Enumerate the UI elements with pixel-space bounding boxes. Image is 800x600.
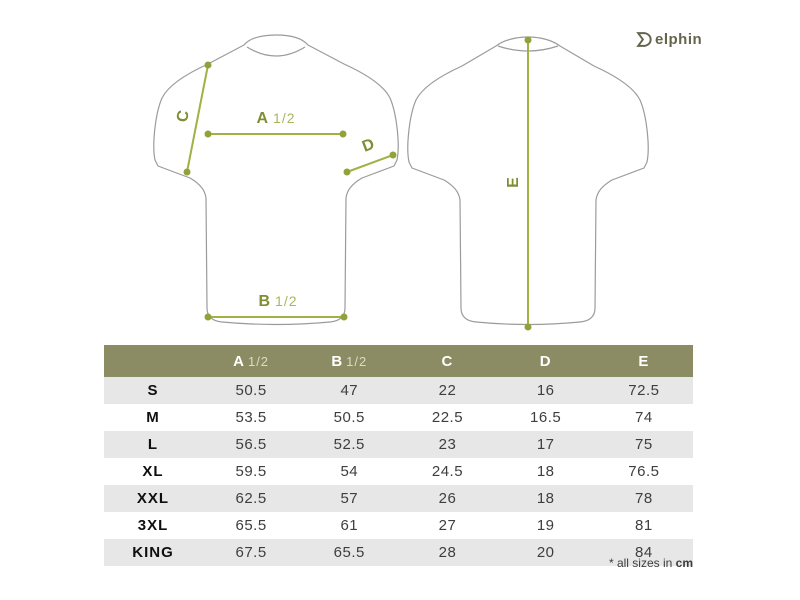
cell-d: 16 [536, 382, 555, 399]
measure-dot [204, 313, 212, 321]
size-row-king: KING 67.5 65.5 28 20 84 [104, 539, 693, 566]
header-corner-cell [104, 345, 202, 377]
measure-dot [389, 151, 397, 159]
measure-label-c: C [173, 108, 194, 124]
cell-c: 22 [438, 382, 457, 399]
size-row-xl: XL 59.5 54 24.5 18 76.5 [104, 458, 693, 485]
cell-b: 54 [340, 463, 359, 480]
cell-c: 26 [438, 490, 457, 507]
measure-letter-a: A [256, 110, 270, 127]
size-label: XL [142, 463, 164, 480]
cell-c: 24.5 [431, 463, 464, 480]
cell-e: 84 [635, 544, 653, 561]
cell-a: 50.5 [235, 382, 267, 399]
measure-dot [524, 323, 532, 331]
footnote-unit: cm [675, 556, 693, 570]
measure-line-b [204, 313, 348, 321]
measure-letter-b: B [258, 293, 272, 310]
measure-dot [204, 130, 212, 138]
cell-c: 22.5 [431, 409, 464, 426]
tshirt-measurement-diagram [153, 34, 649, 331]
header-col-b: B 1/2 [300, 345, 399, 377]
cell-e: 78 [635, 490, 653, 507]
cell-e: 75 [635, 436, 653, 453]
size-table: A 1/2 B 1/2 C D E S 50.5 47 22 16 72.5 M 5… [104, 345, 693, 566]
header-col-e: E [594, 345, 693, 377]
measure-label-e: E [505, 176, 522, 188]
cell-a: 56.5 [235, 436, 267, 453]
cell-a: 53.5 [235, 409, 267, 426]
size-label: 3XL [137, 517, 169, 534]
header-col-c: C [398, 345, 497, 377]
size-row-l: L 56.5 52.5 23 17 75 [104, 431, 693, 458]
measure-suffix-b: 1/2 [275, 293, 298, 309]
measure-suffix-a: 1/2 [273, 110, 296, 126]
measure-dot [204, 61, 212, 69]
delphin-logo-text: elphin [655, 31, 703, 48]
size-table-header-row: A 1/2 B 1/2 C D E [104, 345, 693, 377]
cell-b: 50.5 [333, 409, 365, 426]
cell-e: 76.5 [628, 463, 660, 480]
delphin-d-icon [636, 32, 652, 47]
footnote-text: * all sizes in [608, 556, 676, 570]
size-label: L [147, 436, 159, 453]
measure-line-d [343, 151, 397, 176]
cell-b: 65.5 [333, 544, 365, 561]
cell-a: 67.5 [235, 544, 267, 561]
tshirt-front-outline [153, 34, 399, 326]
size-row-s: S 50.5 47 22 16 72.5 [104, 377, 693, 404]
cell-e: 72.5 [628, 382, 660, 399]
size-row-3xl: 3XL 65.5 61 27 19 81 [104, 512, 693, 539]
measure-dot [340, 313, 348, 321]
measure-line-a [204, 130, 347, 138]
cell-b: 52.5 [333, 436, 365, 453]
measure-dot [339, 130, 347, 138]
header-col-d: D [496, 345, 595, 377]
measure-dot [343, 168, 351, 176]
cell-a: 59.5 [235, 463, 267, 480]
size-label: S [147, 382, 159, 399]
cell-a: 65.5 [235, 517, 267, 534]
size-label: XXL [136, 490, 170, 507]
cell-e: 81 [635, 517, 653, 534]
delphin-logo: elphin [636, 31, 702, 48]
cell-e: 74 [635, 409, 653, 426]
size-label: KING [132, 544, 174, 561]
cell-c: 28 [438, 544, 457, 561]
header-col-a: A 1/2 [202, 345, 301, 377]
footnote: * all sizes in cm [609, 556, 693, 570]
cell-a: 62.5 [235, 490, 267, 507]
cell-b: 47 [340, 382, 359, 399]
measure-label-b: B 1/2 [218, 293, 338, 311]
cell-b: 61 [340, 517, 359, 534]
measure-line-c [183, 61, 212, 176]
cell-d: 17 [536, 436, 555, 453]
cell-d: 18 [536, 490, 555, 507]
cell-d: 19 [536, 517, 555, 534]
cell-b: 57 [340, 490, 359, 507]
size-row-xxl: XXL 62.5 57 26 18 78 [104, 485, 693, 512]
size-label: M [146, 409, 160, 426]
measure-dot [183, 168, 191, 176]
measure-label-a: A 1/2 [216, 110, 336, 128]
size-row-m: M 53.5 50.5 22.5 16.5 74 [104, 404, 693, 431]
cell-d: 16.5 [530, 409, 562, 426]
measure-dot [524, 36, 532, 44]
measure-line-e [524, 36, 532, 331]
cell-d: 20 [536, 544, 555, 561]
cell-c: 27 [438, 517, 457, 534]
cell-d: 18 [536, 463, 555, 480]
cell-c: 23 [438, 436, 457, 453]
